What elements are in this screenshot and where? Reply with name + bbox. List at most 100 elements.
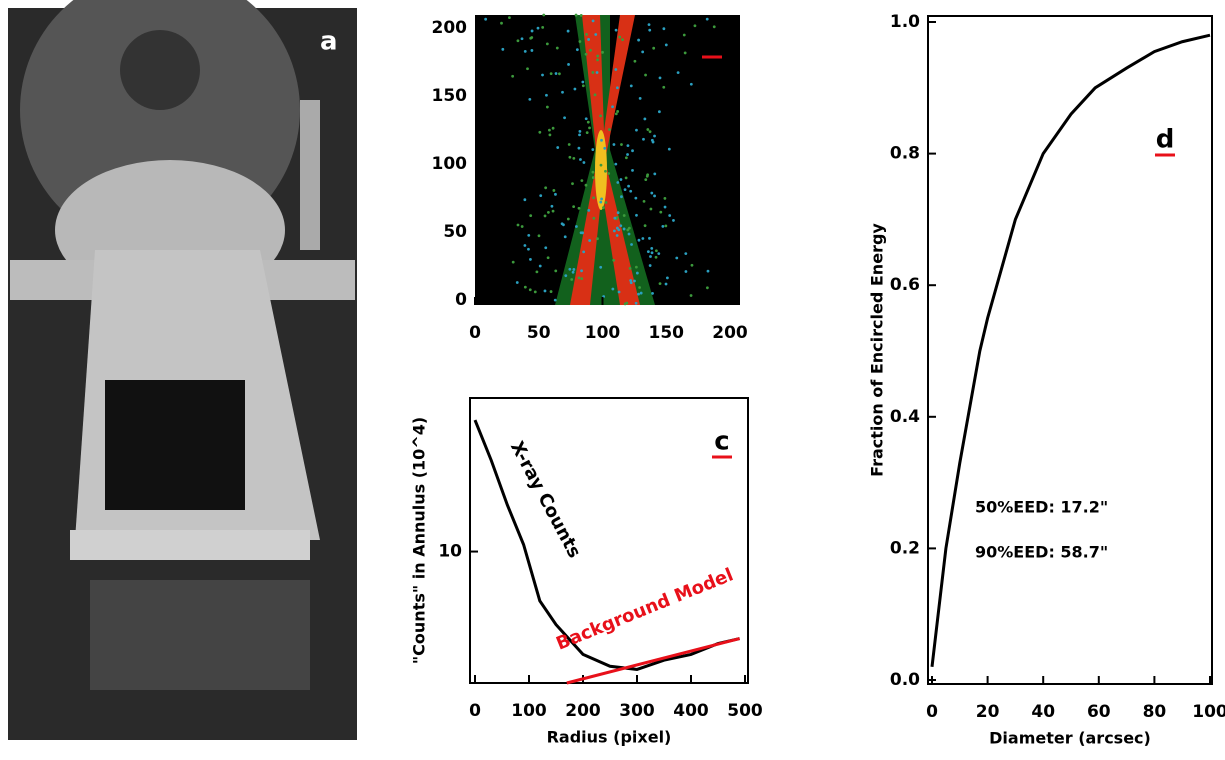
heatmap-speck — [595, 71, 599, 74]
heatmap-speck — [626, 153, 629, 156]
heatmap-speck — [535, 270, 539, 274]
heatmap-speck — [643, 224, 647, 228]
heatmap-speck — [577, 206, 581, 210]
heatmap-speck — [706, 269, 710, 273]
heatmap-speck — [592, 216, 596, 220]
heatmap-speck — [653, 134, 656, 138]
y-tick-label: 0.0 — [890, 670, 920, 690]
heatmap-speck — [613, 216, 617, 220]
heatmap-speck — [619, 178, 623, 181]
heatmap-speck — [570, 278, 574, 281]
heatmap-speck — [646, 128, 650, 131]
heatmap-speck — [614, 28, 618, 32]
heatmap-speck — [627, 226, 631, 230]
heatmap-speck — [612, 143, 616, 146]
heatmap-speck — [641, 237, 645, 240]
panel-label: d — [1156, 125, 1175, 155]
heatmap-speck — [538, 130, 542, 134]
heatmap-speck — [652, 46, 656, 50]
x-tick-label: 300 — [619, 701, 655, 721]
heatmap-speck — [574, 13, 578, 17]
heatmap-speck — [592, 196, 596, 200]
heatmap-speck — [527, 247, 530, 251]
heatmap-speck — [712, 25, 716, 29]
x-tick-label: 20 — [976, 702, 1000, 722]
heatmap-speck — [684, 252, 688, 256]
panel-label: b — [703, 27, 722, 57]
heatmap-speck — [634, 301, 638, 305]
heatmap-speck — [607, 172, 611, 175]
heatmap-speck — [604, 169, 607, 173]
heatmap-speck — [523, 49, 527, 53]
x-tick-label: 100 — [585, 323, 621, 343]
heatmap-speck — [564, 274, 568, 278]
heatmap-speck — [612, 258, 616, 262]
heatmap-image — [475, 13, 740, 306]
heatmap-speck — [593, 93, 597, 97]
heatmap-speck — [575, 48, 579, 52]
heatmap-speck — [550, 204, 554, 208]
heatmap-speck — [582, 250, 586, 254]
heatmap-speck — [623, 188, 627, 192]
heatmap-speck — [530, 49, 534, 52]
heatmap-speck — [588, 239, 592, 242]
heatmap-speck — [581, 80, 585, 84]
heatmap-speck — [589, 48, 592, 52]
heatmap-speck — [563, 235, 567, 239]
heatmap-speck — [627, 184, 630, 188]
heatmap-speck — [578, 40, 582, 43]
heatmap-speck — [599, 265, 603, 269]
heatmap-speck — [529, 258, 532, 261]
heatmap-speck — [659, 210, 663, 214]
heatmap-speck — [584, 183, 588, 187]
heatmap-speck — [528, 97, 532, 101]
x-axis-label: Diameter (arcsec) — [989, 729, 1151, 748]
heatmap-speck — [620, 143, 623, 146]
heatmap-speck — [638, 286, 642, 289]
heatmap-speck — [621, 38, 624, 42]
y-tick-label: 0.8 — [890, 144, 920, 164]
heatmap-speck — [648, 236, 651, 240]
heatmap-speck — [665, 276, 669, 280]
x-tick-label: 150 — [649, 323, 685, 343]
heatmap-speck — [639, 291, 643, 295]
heatmap-speck — [554, 72, 558, 75]
photo-stage — [90, 580, 310, 690]
heatmap-speck — [675, 256, 679, 260]
heatmap-speck — [627, 232, 631, 236]
heatmap-speck — [529, 214, 533, 218]
heatmap-speck — [667, 147, 671, 151]
panel-label: c — [714, 427, 729, 457]
heatmap-speck — [536, 26, 540, 30]
heatmap-speck — [580, 179, 584, 183]
heatmap-speck — [578, 133, 581, 137]
heatmap-speck — [515, 281, 519, 284]
heatmap-speck — [511, 260, 515, 264]
heatmap-speck — [600, 197, 603, 201]
heatmap-speck — [601, 50, 604, 54]
heatmap-speck — [634, 196, 638, 200]
heatmap-speck — [586, 120, 590, 124]
data-line — [566, 637, 740, 685]
heatmap-speck — [527, 233, 531, 237]
heatmap-speck — [549, 72, 553, 76]
heatmap-speck — [555, 46, 559, 50]
heatmap-speck — [581, 231, 584, 235]
heatmap-speck — [638, 96, 642, 100]
x-tick-label: 80 — [1143, 702, 1167, 722]
y-axis-label: "Counts" in Annulus (10^4) — [410, 417, 429, 664]
heatmap-speck — [545, 42, 549, 46]
heatmap-speck — [508, 16, 511, 20]
heatmap-speck — [520, 225, 524, 228]
heatmap-speck — [591, 71, 595, 74]
series-label: Background Model — [553, 564, 736, 654]
heatmap-speck — [657, 252, 661, 256]
heatmap-speck — [624, 176, 628, 180]
heatmap-speck — [683, 51, 687, 55]
y-tick-label: 0.6 — [890, 275, 920, 295]
heatmap-speck — [628, 266, 632, 270]
heatmap-speck — [616, 211, 620, 215]
heatmap-speck — [547, 211, 550, 214]
heatmap-speck — [580, 277, 584, 281]
heatmap-speck — [596, 58, 599, 62]
